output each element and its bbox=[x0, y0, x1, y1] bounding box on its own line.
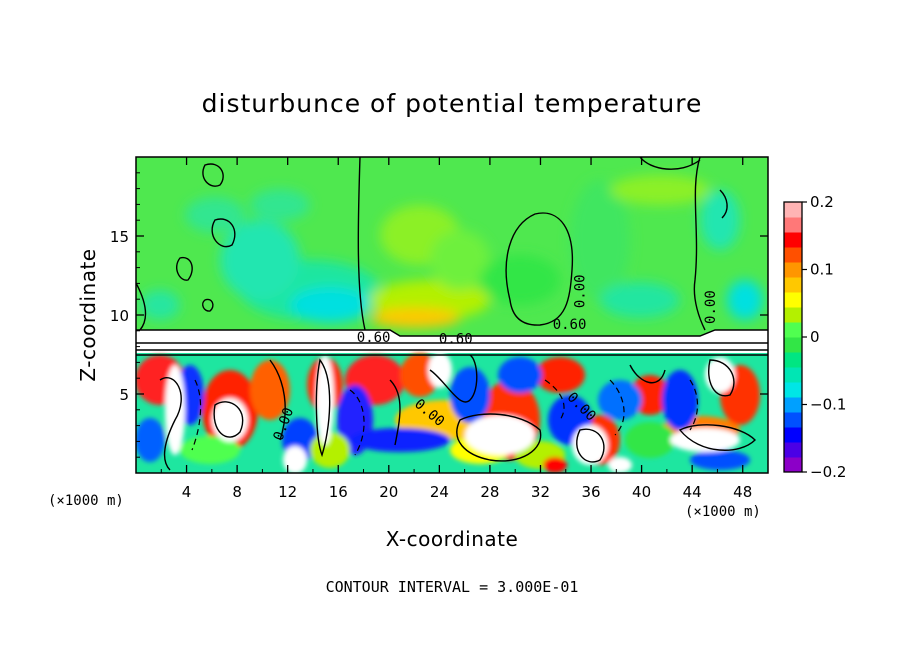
colorbar-swatch bbox=[784, 352, 802, 368]
contour-lines-dashed bbox=[191, 379, 699, 456]
colorbar-swatch bbox=[784, 457, 802, 473]
y-tick-label: 5 bbox=[119, 386, 129, 404]
x-tick-label: 40 bbox=[632, 483, 651, 501]
colorbar-swatch bbox=[784, 247, 802, 263]
colorbar-tick-label: 0 bbox=[810, 328, 820, 346]
colorbar-tick-label: −0.1 bbox=[810, 396, 846, 414]
x-axis: 4 8 12 16 20 24 28 32 36 40 44 48 bbox=[160, 157, 752, 501]
x-unit-right: (×1000 m) bbox=[685, 504, 761, 520]
colorbar-swatch bbox=[784, 292, 802, 308]
colorbar-swatch bbox=[784, 202, 802, 218]
contour-label: 0.60 bbox=[439, 331, 473, 347]
chart-title: disturbunce of potential temperature bbox=[202, 89, 703, 118]
colorbar-swatch bbox=[784, 322, 802, 338]
colorbar-swatch bbox=[784, 367, 802, 383]
contour-label: 0.00 bbox=[573, 274, 589, 308]
x-tick-label: 32 bbox=[531, 483, 550, 501]
colorbar-swatch bbox=[784, 397, 802, 413]
x-axis-label: X-coordinate bbox=[386, 527, 519, 551]
x-tick-label: 44 bbox=[683, 483, 702, 501]
contour-label: 0.60 bbox=[553, 317, 587, 333]
contour-label: 0.00 bbox=[703, 290, 719, 324]
x-tick-label: 24 bbox=[430, 483, 449, 501]
x-tick-label: 28 bbox=[480, 483, 499, 501]
colorbar-swatch bbox=[784, 307, 802, 323]
colorbar-tick-label: −0.2 bbox=[810, 463, 846, 481]
colorbar-swatch bbox=[784, 262, 802, 278]
colorbar-swatch bbox=[784, 217, 802, 233]
colorbar-swatch bbox=[784, 232, 802, 248]
x-tick-label: 12 bbox=[278, 483, 297, 501]
colorbar-swatch bbox=[784, 382, 802, 398]
colorbar-tick-label: 0.1 bbox=[810, 261, 834, 279]
x-tick-label: 4 bbox=[182, 483, 192, 501]
x-tick-label: 48 bbox=[733, 483, 752, 501]
contour-lines bbox=[136, 157, 768, 471]
x-tick-label: 16 bbox=[329, 483, 348, 501]
x-unit-left: (×1000 m) bbox=[48, 493, 124, 509]
colorbar-swatch bbox=[784, 442, 802, 458]
upper-layer-shading bbox=[140, 175, 763, 328]
y-tick-label: 10 bbox=[110, 307, 129, 325]
colorbar: 0.2 0.1 0 −0.1 −0.2 bbox=[783, 193, 846, 481]
colorbar-swatch bbox=[784, 277, 802, 293]
colorbar-swatch bbox=[784, 337, 802, 353]
colorbar-tick-label: 0.2 bbox=[810, 193, 834, 211]
colorbar-swatch bbox=[784, 412, 802, 428]
x-tick-label: 8 bbox=[232, 483, 242, 501]
x-tick-label: 36 bbox=[581, 483, 600, 501]
x-tick-label: 20 bbox=[379, 483, 398, 501]
lower-layer-shading bbox=[136, 352, 768, 473]
contour-interval: CONTOUR INTERVAL = 3.000E-01 bbox=[326, 578, 579, 596]
y-tick-label: 15 bbox=[110, 228, 129, 246]
plot-area bbox=[136, 157, 768, 473]
contour-label: 0.60 bbox=[357, 330, 391, 346]
y-axis-label: Z-coordinate bbox=[76, 248, 100, 381]
colorbar-swatch bbox=[784, 427, 802, 443]
y-axis: 5 10 15 bbox=[110, 172, 768, 458]
